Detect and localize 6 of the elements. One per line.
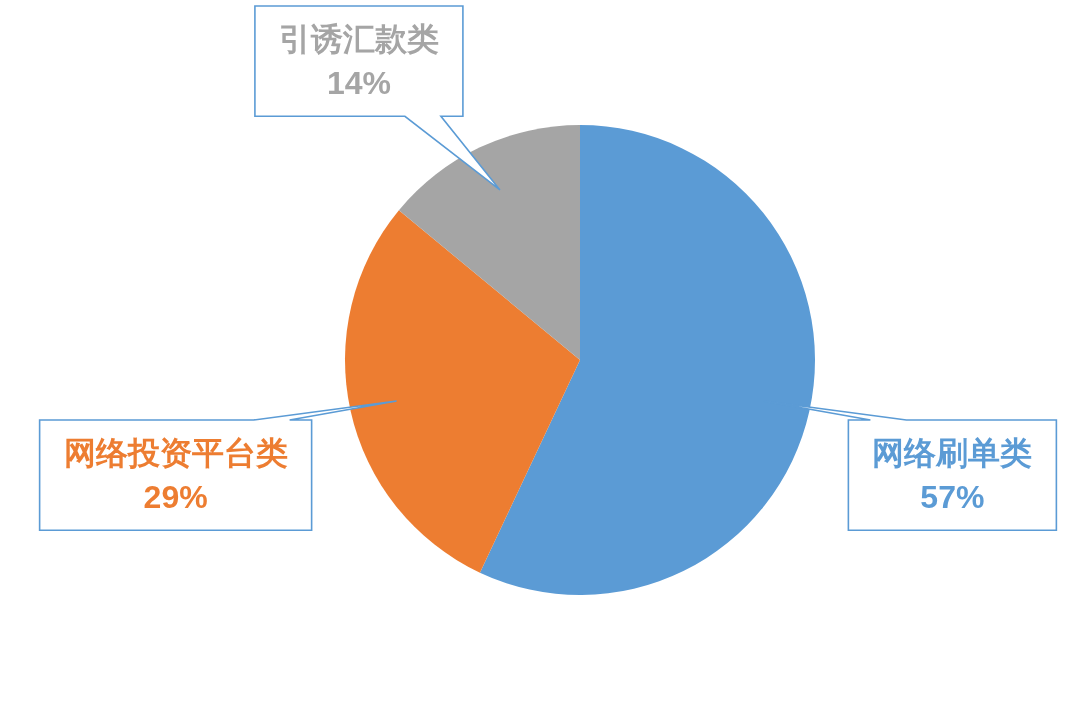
slice-label: 网络刷单类 [872, 434, 1033, 471]
data-label: 29% [143, 478, 208, 515]
slice-label: 引诱汇款类 [278, 20, 439, 57]
data-label: 57% [920, 478, 985, 515]
slice-label: 网络投资平台类 [63, 434, 288, 471]
data-label: 14% [326, 64, 391, 101]
